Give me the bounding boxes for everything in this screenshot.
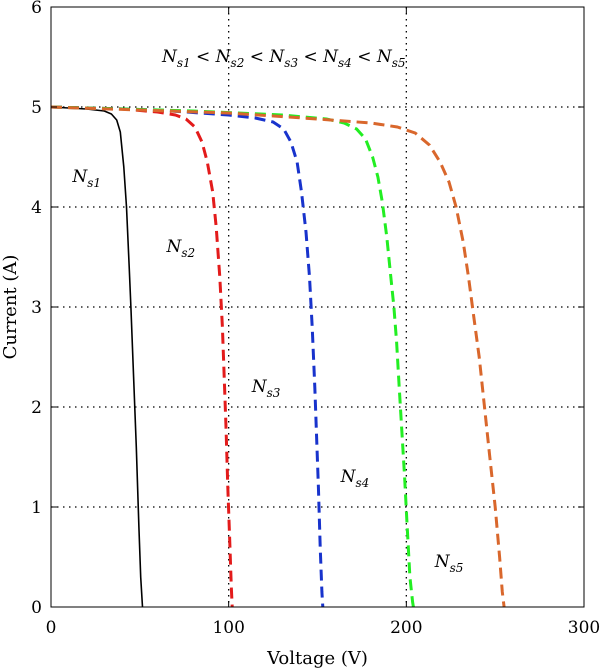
x-tick-label: 0 — [46, 618, 57, 638]
series-label-s3: Ns3 — [251, 377, 281, 400]
annotation-sub: s5 — [392, 56, 406, 70]
series-label-sub: s3 — [267, 386, 281, 400]
y-tick-label: 0 — [31, 598, 42, 618]
series-label-sub: s4 — [355, 476, 369, 490]
annotation-sub: s3 — [284, 56, 298, 70]
annotation-base: N — [376, 47, 393, 67]
x-tick-label: 100 — [212, 618, 244, 638]
y-tick-label: 6 — [31, 0, 42, 18]
annotation-sub: s4 — [338, 56, 352, 70]
y-tick-label: 4 — [31, 198, 42, 218]
annotation-separator: < — [244, 47, 269, 67]
series-label-base: N — [165, 237, 182, 257]
series-label-s4: Ns4 — [340, 467, 370, 490]
y-tick-label: 2 — [31, 398, 42, 418]
series-label-sub: s1 — [87, 176, 101, 190]
annotation-sub: s2 — [231, 56, 245, 70]
series-label-base: N — [340, 467, 357, 487]
annotation-sub: s1 — [177, 56, 191, 70]
annotation-separator: < — [352, 47, 377, 67]
series-line-s5 — [50, 105, 506, 608]
annotation-base: N — [322, 47, 339, 67]
annotation-base: N — [215, 47, 232, 67]
annotation-separator: < — [191, 47, 216, 67]
series-label-base: N — [71, 167, 88, 187]
series-line-s2 — [50, 105, 234, 608]
series-label-base: N — [434, 552, 451, 572]
annotation-base: N — [161, 47, 178, 67]
annotation-separator: < — [298, 47, 323, 67]
x-axis-label: Voltage (V) — [266, 648, 368, 669]
annotation-base: N — [268, 47, 285, 67]
series-label-sub: s5 — [450, 561, 464, 575]
y-tick-label: 5 — [31, 98, 42, 118]
series-label-s2: Ns2 — [165, 237, 195, 260]
series-label-base: N — [251, 377, 268, 397]
series-line-s4 — [50, 105, 415, 608]
ordering-annotation: Ns1 < Ns2 < Ns3 < Ns4 < Ns5 — [161, 47, 406, 70]
x-tick-label: 300 — [568, 618, 600, 638]
y-axis-label: Current (A) — [0, 255, 21, 360]
y-tick-label: 1 — [31, 498, 42, 518]
y-tick-label: 3 — [31, 298, 42, 318]
series-label-s5: Ns5 — [434, 552, 464, 575]
x-tick-label: 200 — [390, 618, 422, 638]
axis-ticks — [50, 6, 585, 608]
series-label-sub: s2 — [181, 246, 195, 260]
series-group — [50, 105, 506, 608]
tick-labels: 0 100 200 300 0 1 2 3 4 5 6 — [31, 0, 600, 638]
series-label-s1: Ns1 — [71, 167, 101, 190]
